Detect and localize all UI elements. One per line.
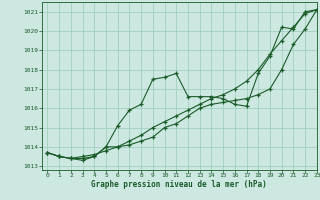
X-axis label: Graphe pression niveau de la mer (hPa): Graphe pression niveau de la mer (hPa) [91,180,267,189]
